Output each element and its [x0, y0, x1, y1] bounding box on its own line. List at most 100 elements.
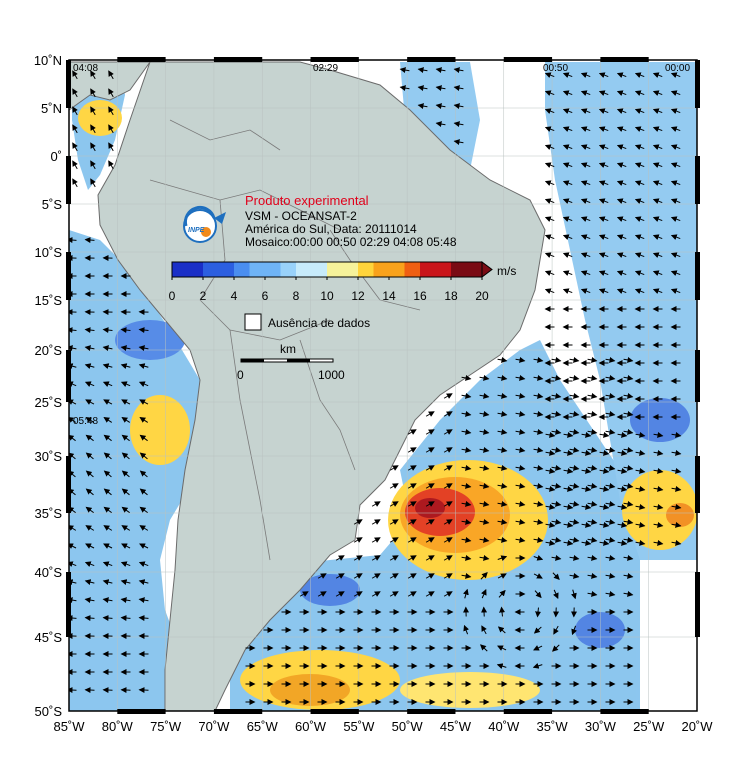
wind-arrow	[617, 467, 628, 474]
frame-tick-bar	[695, 60, 700, 108]
colorbar-tick-label: 14	[382, 289, 396, 303]
wind-arrow	[562, 108, 573, 114]
wind-arrow	[617, 521, 628, 528]
wind-arrow	[671, 485, 682, 492]
wind-arrow	[533, 518, 544, 525]
wind-arrow	[581, 521, 592, 528]
wind-arrow	[605, 428, 616, 435]
wind-arrow	[84, 327, 95, 334]
wind-arrow	[652, 216, 663, 222]
wind-arrow	[85, 416, 95, 423]
wind-arrow	[72, 142, 78, 152]
wind-arrow	[670, 216, 681, 222]
wind-arrow	[580, 108, 591, 114]
wind-arrow	[515, 500, 526, 507]
wind-arrow	[497, 464, 508, 471]
wind-arrow	[389, 573, 399, 579]
wind-arrow	[425, 429, 435, 435]
wind-arrow	[102, 345, 113, 352]
wind-arrow	[103, 543, 113, 549]
colorbar-cell	[373, 262, 390, 277]
wind-arrow	[562, 270, 573, 276]
colorbar-cell	[280, 262, 297, 277]
wind-arrow	[461, 392, 472, 399]
wind-arrow	[139, 488, 148, 496]
wind-arrow	[533, 645, 543, 651]
wind-arrow	[102, 561, 113, 567]
frame-tick-bar	[66, 456, 71, 513]
colorbar-cell	[451, 262, 467, 277]
wind-arrow	[587, 392, 598, 399]
wind-arrow	[670, 126, 681, 132]
wind-arrow	[353, 573, 363, 579]
wind-arrow	[544, 288, 555, 294]
pacific-yellow-patch	[130, 395, 190, 465]
wind-arrow	[138, 363, 149, 370]
wind-arrow	[407, 447, 417, 453]
wind-arrow	[317, 573, 327, 579]
wind-arrow	[598, 126, 609, 132]
wind-arrow	[598, 234, 609, 240]
wind-arrow	[635, 539, 646, 546]
inpe-logo: INPE	[183, 205, 226, 243]
wind-arrow	[121, 506, 130, 514]
lon-tick-label: 30˚W	[585, 719, 617, 734]
wind-arrow	[616, 72, 627, 78]
colorbar-tick-label: 0	[169, 289, 176, 303]
wind-arrow	[569, 518, 580, 525]
wind-arrow	[103, 525, 113, 531]
wind-arrow	[587, 572, 598, 579]
wind-arrow	[562, 216, 573, 222]
wind-arrow	[544, 252, 555, 258]
wind-arrow	[72, 106, 78, 116]
wind-arrow	[371, 501, 381, 507]
wind-arrow	[121, 416, 131, 423]
frame-tick-bar	[695, 572, 700, 637]
swath-time-5: 05:48	[73, 416, 98, 427]
wind-arrow	[515, 464, 526, 471]
wind-arrow	[497, 555, 508, 561]
wind-arrow	[443, 501, 453, 507]
lat-tick-label: 50˚S	[35, 704, 63, 719]
wind-arrow	[634, 180, 645, 186]
wind-arrow	[103, 488, 112, 496]
colorbar-cell	[404, 262, 421, 277]
lon-tick-label: 70˚W	[198, 719, 230, 734]
wind-arrow	[72, 124, 78, 134]
colorbar-tick-label: 8	[293, 289, 300, 303]
wind-arrow	[562, 234, 573, 240]
wind-arrow	[605, 392, 616, 399]
wind-arrow	[461, 536, 472, 543]
wind-arrow	[544, 144, 555, 150]
wind-arrow	[599, 539, 610, 546]
wind-arrow	[544, 198, 555, 204]
wind-arrow	[90, 178, 96, 188]
wind-arrow	[634, 126, 645, 132]
wind-arrow	[581, 431, 592, 438]
wind-arrow	[443, 411, 453, 417]
wind-arrow	[581, 485, 592, 492]
lon-tick-label: 50˚W	[392, 719, 424, 734]
wind-arrow	[635, 503, 646, 510]
colorbar-cell	[203, 262, 219, 277]
frame-tick-bar	[695, 456, 700, 513]
experimental-label: Produto experimental	[245, 193, 369, 208]
wind-arrow	[671, 467, 682, 474]
scale-end: 1000	[318, 368, 345, 382]
wind-arrow	[634, 270, 645, 276]
wind-arrow	[598, 108, 609, 114]
wind-arrow	[534, 590, 542, 599]
graticule	[69, 60, 697, 711]
wind-arrow	[670, 72, 681, 78]
wind-arrow	[544, 162, 555, 168]
lon-tick-label: 20˚W	[681, 719, 713, 734]
wind-arrow	[616, 126, 627, 132]
wind-arrow	[551, 554, 562, 561]
wind-arrow	[598, 198, 609, 204]
frame-tick-bar	[213, 709, 263, 714]
wind-arrow	[634, 216, 645, 222]
wind-arrow	[551, 446, 562, 453]
swath-time-3: 00:50	[543, 63, 568, 74]
wind-arrow	[652, 90, 663, 96]
wind-arrow	[479, 464, 490, 471]
